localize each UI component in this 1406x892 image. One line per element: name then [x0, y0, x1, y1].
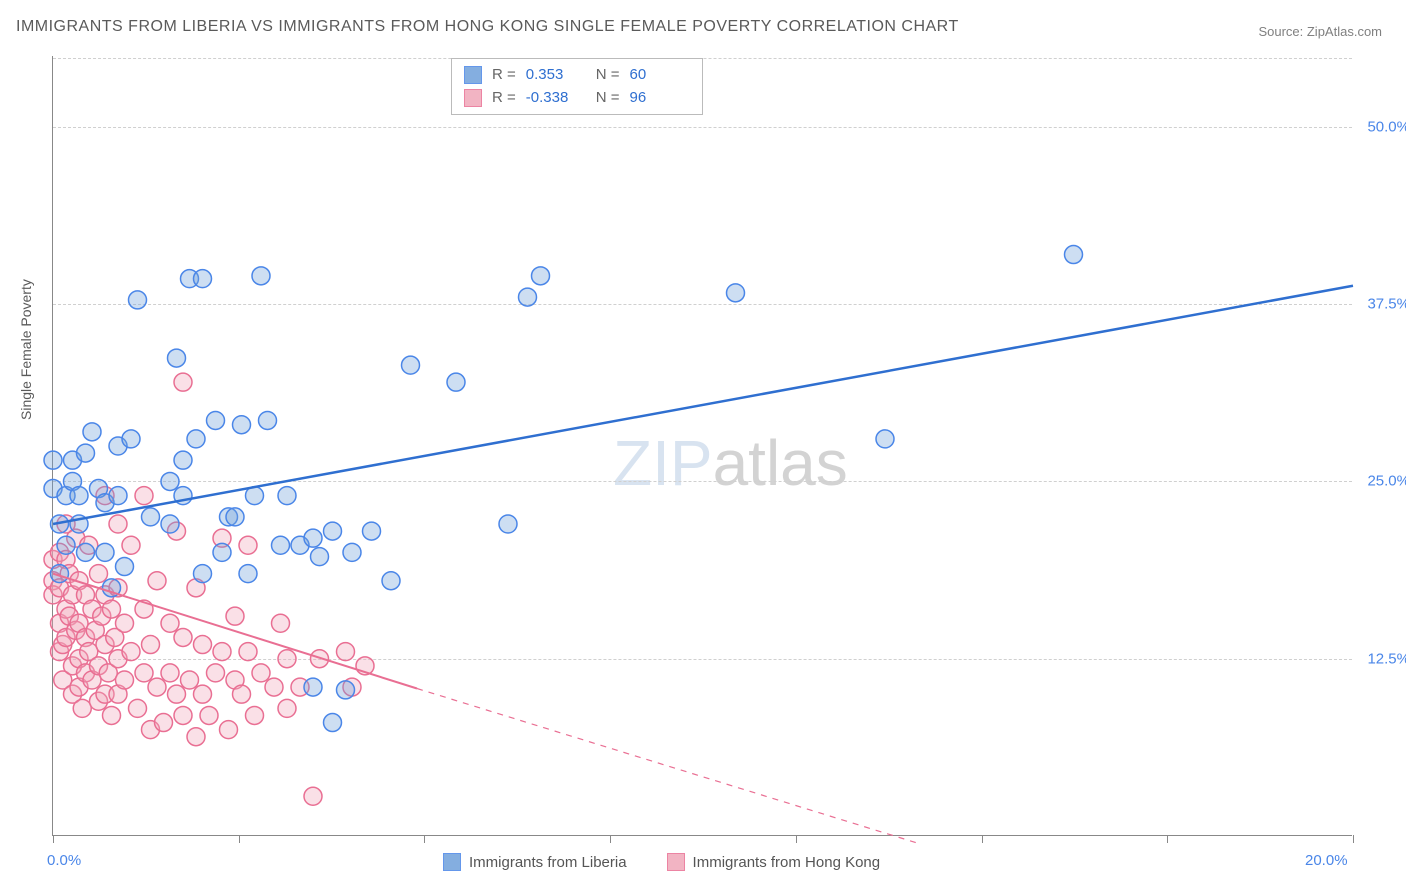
n-label: N =	[596, 87, 620, 110]
swatch-liberia-icon	[443, 853, 461, 871]
r-value-hongkong: -0.338	[526, 87, 586, 110]
legend-series: Immigrants from Liberia Immigrants from …	[443, 853, 880, 871]
y-tick-label: 25.0%	[1367, 473, 1406, 490]
n-value-hongkong: 96	[630, 87, 690, 110]
swatch-hongkong-icon	[464, 89, 482, 107]
n-value-liberia: 60	[630, 64, 690, 87]
legend-stats-row-liberia: R = 0.353 N = 60	[464, 64, 690, 87]
source-label: Source: ZipAtlas.com	[1258, 24, 1382, 39]
legend-stats-row-hongkong: R = -0.338 N = 96	[464, 87, 690, 110]
y-tick-label: 12.5%	[1367, 650, 1406, 667]
n-label: N =	[596, 64, 620, 87]
x-tick-label: 0.0%	[47, 852, 81, 869]
r-value-liberia: 0.353	[526, 64, 586, 87]
y-axis-label: Single Female Poverty	[18, 279, 34, 420]
legend-item-liberia: Immigrants from Liberia	[443, 853, 627, 871]
y-tick-label: 37.5%	[1367, 296, 1406, 313]
plot-area: ZIPatlas R = 0.353 N = 60 R = -0.338 N =…	[52, 56, 1352, 836]
chart-container: IMMIGRANTS FROM LIBERIA VS IMMIGRANTS FR…	[0, 0, 1406, 892]
chart-svg	[53, 56, 1352, 835]
x-tick-label: 20.0%	[1305, 852, 1348, 869]
legend-label-hongkong: Immigrants from Hong Kong	[693, 854, 881, 871]
r-label: R =	[492, 64, 516, 87]
y-tick-label: 50.0%	[1367, 118, 1406, 135]
r-label: R =	[492, 87, 516, 110]
legend-stats-box: R = 0.353 N = 60 R = -0.338 N = 96	[451, 58, 703, 115]
legend-label-liberia: Immigrants from Liberia	[469, 854, 627, 871]
swatch-liberia-icon	[464, 66, 482, 84]
swatch-hongkong-icon	[667, 853, 685, 871]
chart-title: IMMIGRANTS FROM LIBERIA VS IMMIGRANTS FR…	[16, 18, 959, 36]
legend-item-hongkong: Immigrants from Hong Kong	[667, 853, 881, 871]
